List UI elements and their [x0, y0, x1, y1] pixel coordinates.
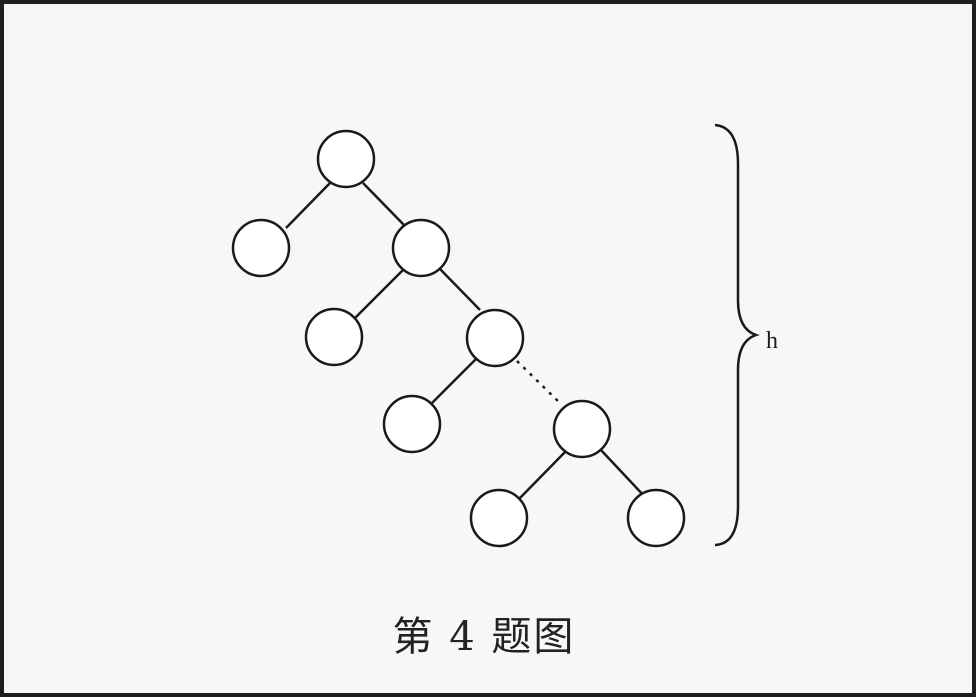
tree-node	[552, 399, 612, 459]
tree-node	[382, 394, 442, 454]
tree-node	[316, 129, 376, 189]
tree-node	[391, 218, 451, 278]
binary-tree-diagram	[231, 123, 760, 548]
figure-panel: h 第 4 题图	[4, 4, 972, 693]
tree-edge	[517, 448, 569, 501]
tree-edge	[362, 182, 405, 226]
tree-edge	[353, 265, 408, 320]
height-brace	[714, 123, 760, 547]
tree-node	[465, 308, 525, 368]
tree-node	[231, 218, 291, 278]
tree-edge	[439, 268, 481, 311]
tree-edge	[431, 354, 481, 404]
tree-edge-dotted	[516, 360, 563, 406]
tree-node	[626, 488, 686, 548]
height-label: h	[766, 328, 778, 354]
tree-node	[469, 488, 529, 548]
tree-node	[304, 307, 364, 367]
tree-edge	[599, 448, 647, 499]
tree-edge	[285, 182, 331, 229]
figure-caption: 第 4 题图	[392, 614, 576, 660]
